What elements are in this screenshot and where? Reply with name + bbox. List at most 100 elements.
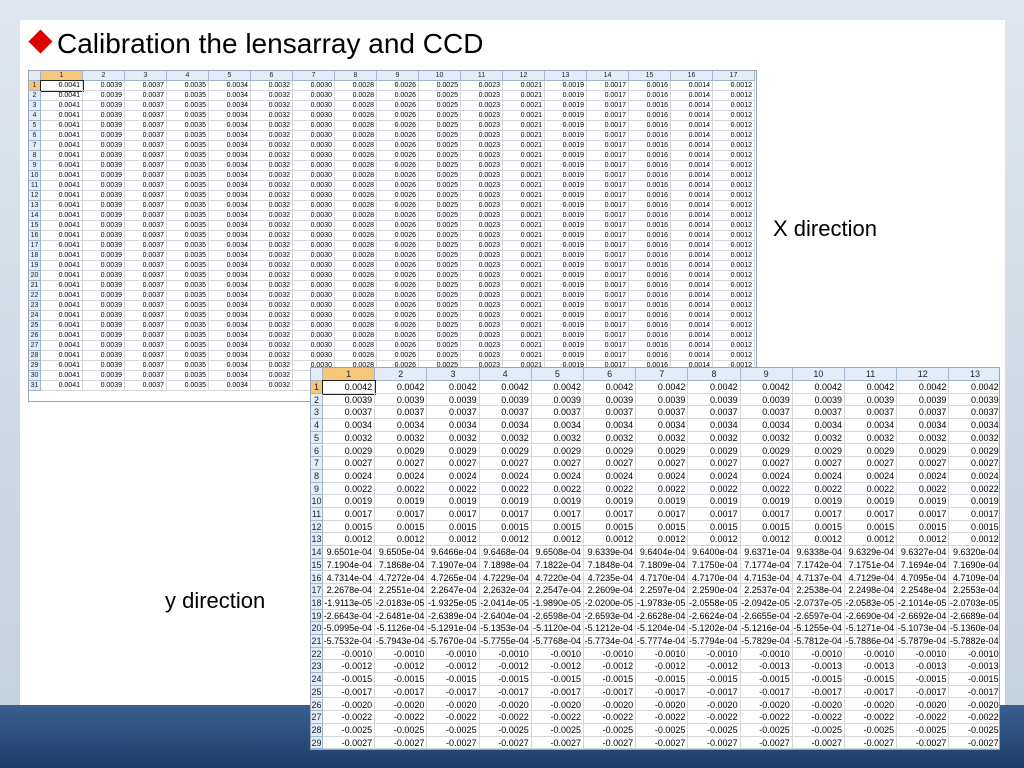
cell: 0.0025	[419, 291, 461, 301]
cell: 0.0037	[125, 211, 167, 221]
cell: 0.0017	[584, 508, 637, 521]
row-header: 26	[29, 331, 41, 341]
cell: -5.7829e-04	[740, 635, 793, 648]
cell: 0.0029	[636, 444, 689, 458]
cell: 0.0012	[713, 321, 755, 331]
row-header: 15	[29, 221, 41, 231]
cell: 0.0016	[629, 341, 671, 351]
cell: -0.0017	[323, 685, 376, 699]
cell: -0.0027	[949, 737, 999, 749]
cell: -0.0012	[636, 660, 689, 674]
row-header: 2	[311, 393, 323, 407]
cell: 0.0030	[293, 111, 335, 121]
cell: 0.0041	[41, 241, 83, 251]
cell: -2.0942e-05	[740, 596, 793, 610]
cell: -0.0020	[323, 698, 376, 712]
cell: 0.0012	[713, 231, 755, 241]
cell: 0.0017	[587, 161, 629, 171]
cell: 0.0030	[293, 341, 335, 351]
cell: 0.0027	[479, 457, 532, 470]
cell: 0.0037	[688, 406, 741, 420]
cell: 0.0021	[503, 271, 545, 281]
cell: 0.0037	[125, 181, 167, 191]
cell: 0.0039	[83, 221, 125, 231]
cell: 0.0026	[377, 291, 419, 301]
cell: 0.0012	[713, 191, 755, 201]
cell: 0.0025	[419, 211, 461, 221]
row-header: 17	[311, 584, 323, 597]
row-header: 21	[311, 635, 323, 648]
cell: 9.6320e-04	[949, 546, 999, 559]
cell: 0.0028	[335, 271, 377, 281]
cell: -2.6404e-04	[479, 609, 532, 623]
cell: 0.0037	[531, 406, 584, 420]
cell: 0.0019	[545, 81, 587, 91]
cell: 0.0035	[167, 281, 209, 291]
cell: 0.0034	[209, 221, 251, 231]
cell: 7.1848e-04	[584, 558, 637, 572]
cell: 0.0024	[845, 469, 898, 483]
cell: 2.2498e-04	[845, 584, 898, 597]
cell: 0.0030	[293, 151, 335, 161]
cell: 0.0034	[740, 419, 793, 432]
cell: 0.0025	[419, 191, 461, 201]
row-header: 5	[29, 121, 41, 131]
cell: 0.0017	[587, 141, 629, 151]
cell: 0.0034	[209, 131, 251, 141]
cell: -0.0013	[740, 660, 793, 674]
cell: -0.0020	[636, 698, 689, 712]
cell: 0.0032	[740, 431, 793, 445]
cell: 0.0017	[587, 271, 629, 281]
cell: -0.0017	[949, 686, 999, 699]
cell: -0.0013	[845, 660, 898, 674]
cell: 0.0021	[503, 281, 545, 291]
cell: 0.0034	[209, 351, 251, 361]
cell: -0.0017	[792, 685, 845, 699]
cell: 0.0016	[629, 91, 671, 101]
cell: -5.7943e-04	[375, 635, 428, 648]
cell: 0.0032	[949, 432, 999, 445]
cell: 0.0034	[479, 419, 532, 432]
cell: 0.0014	[671, 131, 713, 141]
cell: 0.0039	[83, 331, 125, 341]
cell: -0.0010	[949, 648, 999, 661]
cell: -2.6598e-04	[531, 609, 584, 623]
cell: 0.0028	[335, 171, 377, 181]
cell: -2.6690e-04	[845, 609, 898, 623]
cell: 0.0034	[209, 81, 251, 91]
cell: 0.0016	[629, 81, 671, 91]
cell: 0.0041	[41, 281, 83, 291]
column-header: 2	[375, 368, 428, 381]
cell: 0.0025	[419, 111, 461, 121]
cell: 0.0026	[377, 251, 419, 261]
cell: 0.0014	[671, 91, 713, 101]
cell: 4.7153e-04	[740, 571, 793, 585]
cell: 0.0039	[83, 81, 125, 91]
cell: -0.0027	[323, 736, 376, 749]
column-header: 4	[167, 71, 209, 81]
cell: 0.0016	[629, 241, 671, 251]
cell: 0.0035	[167, 251, 209, 261]
cell: 2.2551e-04	[375, 584, 428, 597]
cell: 0.0021	[503, 191, 545, 201]
cell: 0.0021	[503, 121, 545, 131]
column-header: 8	[335, 71, 377, 81]
cell: 0.0032	[251, 371, 293, 381]
cell: 0.0023	[461, 271, 503, 281]
cell: -5.7879e-04	[897, 635, 950, 648]
cell: 0.0028	[335, 181, 377, 191]
cell: -2.6643e-04	[323, 609, 376, 623]
cell: 0.0039	[83, 191, 125, 201]
cell: 0.0028	[335, 111, 377, 121]
row-header: 11	[29, 181, 41, 191]
cell: -5.1291e-04	[427, 622, 480, 635]
cell: 0.0027	[845, 457, 898, 470]
cell: 0.0032	[323, 431, 376, 445]
cell: 0.0039	[584, 393, 637, 407]
cell: 4.7170e-04	[636, 571, 689, 585]
cell: 0.0041	[41, 171, 83, 181]
cell: 0.0034	[209, 201, 251, 211]
cell: 0.0019	[545, 211, 587, 221]
cell: 0.0017	[587, 321, 629, 331]
cell: 0.0032	[251, 171, 293, 181]
